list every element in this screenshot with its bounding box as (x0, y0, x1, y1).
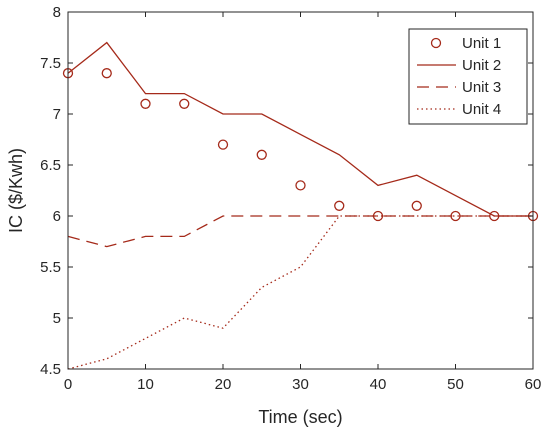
legend-unit-2-label: Unit 2 (462, 57, 501, 74)
series-unit-1-marker (217, 139, 229, 150)
y-tick-label: 4.5 (40, 361, 61, 378)
series-unit-1-marker (140, 98, 151, 109)
series-unit-1-marker (101, 68, 112, 79)
x-tick-label: 50 (447, 376, 464, 393)
legend-unit-1-symbol (430, 37, 442, 49)
x-tick-label: 10 (137, 376, 154, 393)
series-unit-1-marker (334, 200, 345, 211)
series-unit-2-line (67, 41, 533, 217)
series-unit-1-marker (256, 149, 267, 160)
y-tick-label: 5.5 (40, 259, 61, 276)
x-tick-label: 20 (215, 376, 232, 393)
x-tick-label: 30 (292, 376, 309, 393)
series-unit-3-line (67, 215, 533, 248)
axes: 0 10 20 30 40 50 60 4.5 5 5.5 6 6.5 7 7.5 8 Time (sec) I… (6, 4, 541, 427)
legend-unit-3-label: Unit 3 (462, 79, 501, 96)
x-tick-label: 40 (370, 376, 387, 393)
legend: Unit 1 Unit 2 Unit 3 Unit 4 (408, 28, 528, 125)
legend-box (408, 28, 528, 125)
y-axis-label: IC ($/Kwh) (6, 148, 26, 233)
y-tick-label: 8 (53, 4, 61, 21)
series-unit-1-marker (295, 180, 306, 191)
series-unit-1-marker (179, 98, 190, 109)
y-tick-label: 7 (53, 106, 61, 123)
y-tick-label: 5 (53, 310, 61, 327)
legend-unit-4-label: Unit 4 (462, 101, 501, 118)
plot-area (62, 41, 539, 370)
x-tick-label: 60 (525, 376, 542, 393)
y-tick-label: 6 (53, 208, 61, 225)
x-axis-label: Time (sec) (258, 407, 342, 427)
y-tick-label: 6.5 (40, 157, 61, 174)
x-tick-label: 0 (64, 376, 72, 393)
series-unit-4-line (67, 215, 533, 370)
y-tick-label: 7.5 (40, 55, 61, 72)
series-unit-1-marker (411, 200, 422, 211)
legend-unit-1-label: Unit 1 (462, 35, 501, 52)
